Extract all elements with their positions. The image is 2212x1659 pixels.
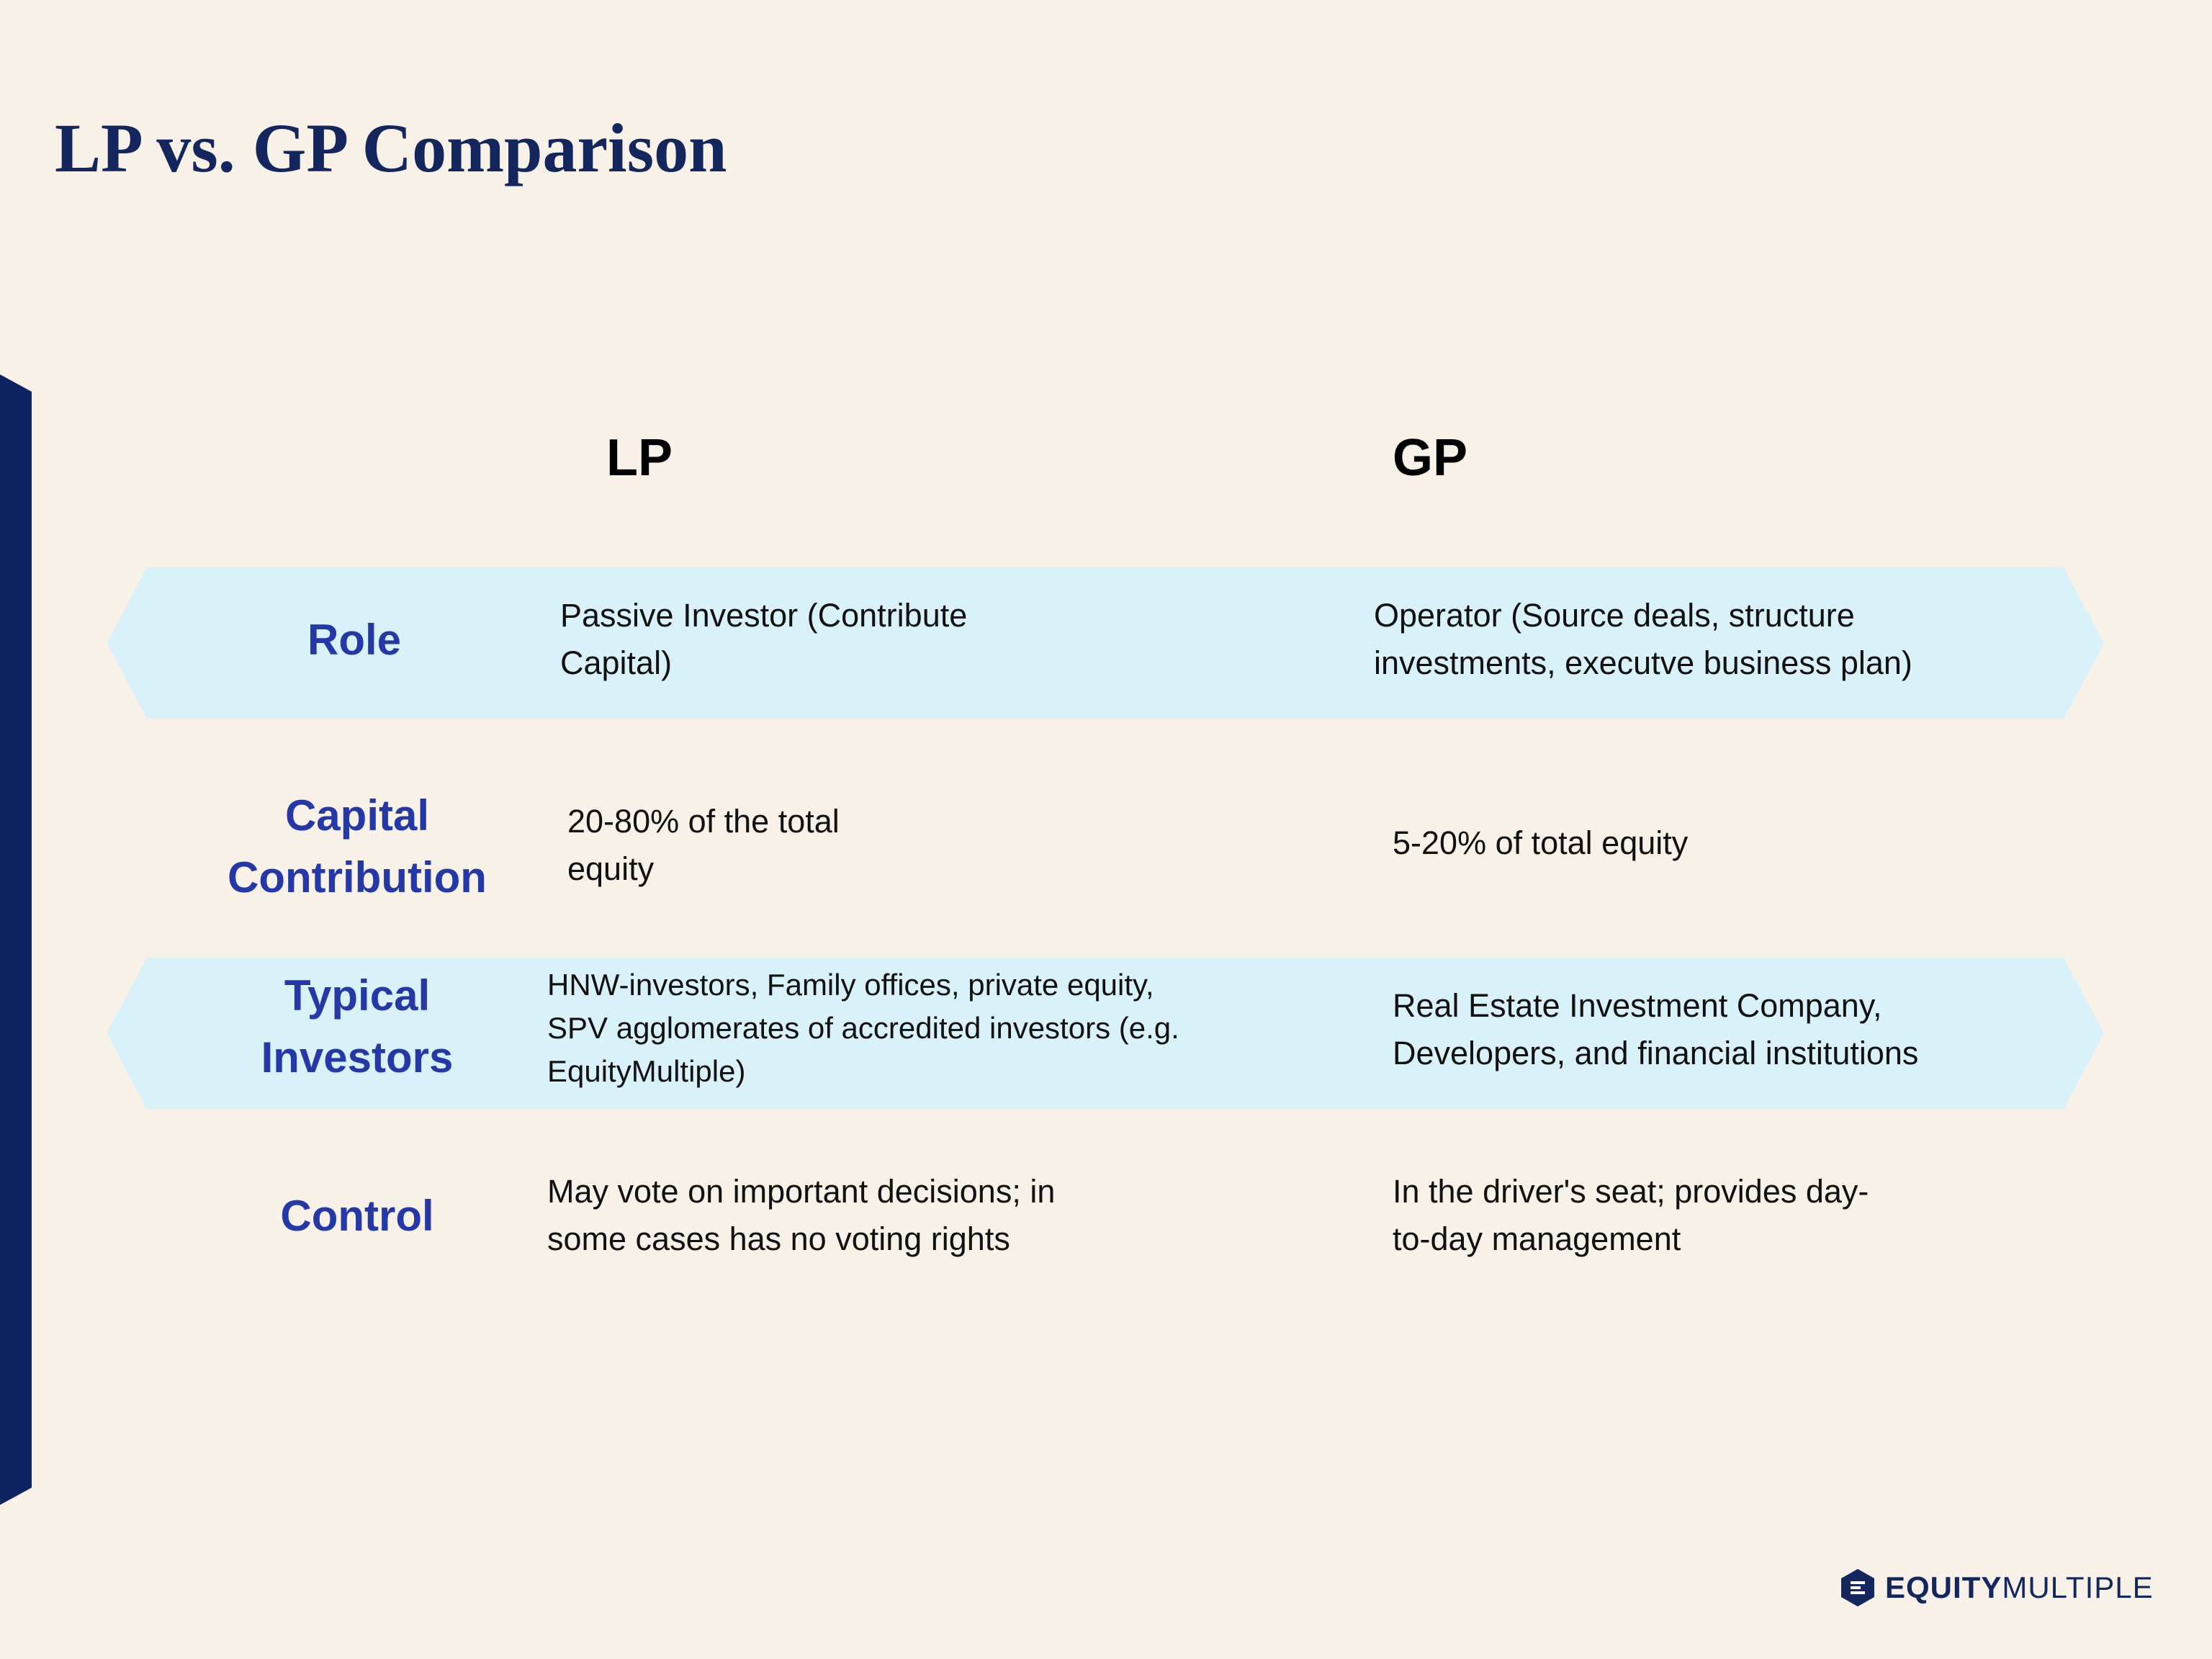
row-label-capital-contribution: Capital Contribution	[228, 791, 487, 902]
lp-cell-control: May vote on important decisions; in some…	[547, 1173, 1056, 1257]
row-band-role	[107, 567, 2104, 719]
row-band-typical-investors	[107, 958, 2104, 1109]
gp-cell-typical-investors: Real Estate Investment Company, Develope…	[1393, 987, 1919, 1071]
gp-cell-capital-contribution: 5-20% of total equity	[1393, 824, 1689, 861]
column-header-lp: LP	[606, 429, 673, 487]
lp-cell-typical-investors: HNW-investors, Family offices, private e…	[547, 968, 1179, 1088]
gp-cell-control: In the driver's seat; provides day- to-d…	[1393, 1173, 1869, 1257]
page-title: LP vs. GP Comparison	[55, 109, 727, 186]
lp-cell-role: Passive Investor (Contribute Capital)	[560, 597, 968, 681]
equitymultiple-logo: EQUITYMULTIPLE	[1839, 1563, 2154, 1613]
column-header-gp: GP	[1393, 429, 1468, 487]
equitymultiple-hexagon-icon	[1839, 1568, 1876, 1608]
row-label-control: Control	[280, 1192, 434, 1240]
row-label-typical-investors: Typical Investors	[261, 971, 454, 1082]
gp-cell-role: Operator (Source deals, structure invest…	[1374, 597, 1912, 681]
side-accent-bar	[0, 374, 32, 1505]
row-label-role: Role	[307, 616, 402, 664]
lp-cell-capital-contribution: 20-80% of the total equity	[567, 803, 840, 887]
logo-wordmark: EQUITYMULTIPLE	[1885, 1570, 2154, 1604]
